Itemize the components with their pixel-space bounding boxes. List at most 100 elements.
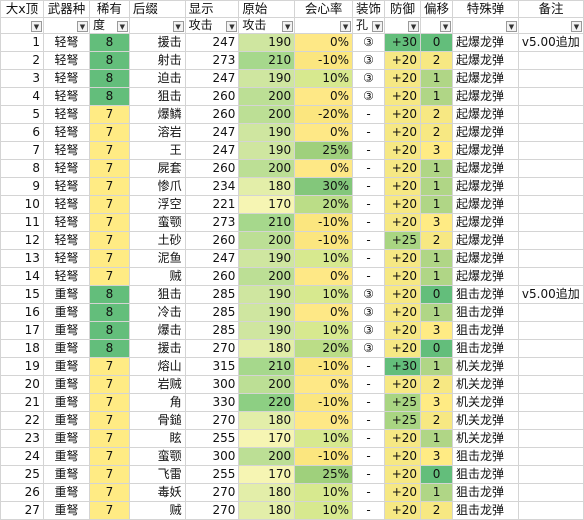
special-ammo-cell[interactable]: 起爆龙弹 [452,267,519,286]
defense-cell[interactable]: +20 [384,141,422,160]
rarity-cell[interactable]: 8 [88,321,130,340]
weapon-type-cell[interactable]: 重弩 [42,357,90,376]
deco-slot-cell[interactable]: ③ [352,69,386,88]
filter-dropdown-icon[interactable]: ▼ [505,21,517,32]
deco-slot-cell[interactable]: - [352,357,386,376]
raw-attack-cell[interactable]: 210 [238,51,296,70]
raw-attack-cell[interactable]: 190 [238,249,296,268]
rarity-cell[interactable]: 8 [88,303,130,322]
raw-attack-cell[interactable]: 200 [238,87,296,106]
suffix-cell[interactable]: 岩贼 [128,375,186,394]
suffix-cell[interactable]: 援击 [128,339,186,358]
display-attack-cell[interactable]: 255 [184,429,240,448]
deviation-cell[interactable]: 3 [420,213,454,232]
special-ammo-cell[interactable]: 狙击龙弹 [452,303,519,322]
affinity-cell[interactable]: -10% [294,357,354,376]
defense-cell[interactable]: +20 [384,465,422,484]
display-attack-cell[interactable]: 247 [184,123,240,142]
weapon-type-cell[interactable]: 轻弩 [42,213,90,232]
deco-slot-cell[interactable]: - [352,393,386,412]
notes-cell[interactable] [517,159,584,178]
index-cell[interactable]: 11 [0,213,44,232]
suffix-cell[interactable]: 援击 [128,33,186,52]
deco-slot-cell[interactable]: - [352,141,386,160]
defense-cell[interactable]: +20 [384,123,422,142]
suffix-cell[interactable]: 屍套 [128,159,186,178]
affinity-cell[interactable]: -10% [294,393,354,412]
index-cell[interactable]: 4 [0,87,44,106]
special-ammo-cell[interactable]: 起爆龙弹 [452,213,519,232]
weapon-type-cell[interactable]: 轻弩 [42,123,90,142]
deviation-cell[interactable]: 1 [420,483,454,502]
special-ammo-cell[interactable]: 狙击龙弹 [452,483,519,502]
deviation-cell[interactable]: 1 [420,159,454,178]
index-cell[interactable]: 23 [0,429,44,448]
rarity-cell[interactable]: 7 [88,429,130,448]
notes-cell[interactable]: v5.00追加 [517,33,584,52]
weapon-type-cell[interactable]: 重弩 [42,465,90,484]
weapon-type-cell[interactable]: 重弩 [42,501,90,520]
index-cell[interactable]: 18 [0,339,44,358]
defense-cell[interactable]: +25 [384,393,422,412]
filter-dropdown-icon[interactable]: ▼ [76,21,88,32]
deco-slot-cell[interactable]: - [352,267,386,286]
suffix-cell[interactable]: 射击 [128,51,186,70]
filter-dropdown-icon[interactable]: ▼ [408,21,420,32]
defense-cell[interactable]: +20 [384,303,422,322]
notes-cell[interactable] [517,249,584,268]
affinity-cell[interactable]: 0% [294,267,354,286]
index-cell[interactable]: 2 [0,51,44,70]
affinity-cell[interactable]: 0% [294,33,354,52]
suffix-cell[interactable]: 蛮颚 [128,447,186,466]
defense-cell[interactable]: +20 [384,249,422,268]
deviation-cell[interactable]: 2 [420,123,454,142]
weapon-type-cell[interactable]: 轻弩 [42,105,90,124]
defense-cell[interactable]: +30 [384,33,422,52]
suffix-cell[interactable]: 贼 [128,501,186,520]
index-cell[interactable]: 17 [0,321,44,340]
notes-cell[interactable] [517,357,584,376]
display-attack-cell[interactable]: 285 [184,303,240,322]
suffix-cell[interactable]: 泥鱼 [128,249,186,268]
defense-cell[interactable]: +20 [384,447,422,466]
special-ammo-cell[interactable]: 起爆龙弹 [452,123,519,142]
rarity-cell[interactable]: 7 [88,213,130,232]
deco-slot-cell[interactable]: - [352,465,386,484]
deco-slot-cell[interactable]: - [352,411,386,430]
notes-cell[interactable] [517,465,584,484]
deviation-cell[interactable]: 3 [420,321,454,340]
deco-slot-cell[interactable]: - [352,375,386,394]
raw-attack-cell[interactable]: 200 [238,105,296,124]
raw-attack-cell[interactable]: 190 [238,285,296,304]
rarity-cell[interactable]: 8 [88,285,130,304]
special-ammo-cell[interactable]: 狙击龙弹 [452,501,519,520]
defense-cell[interactable]: +25 [384,411,422,430]
index-cell[interactable]: 22 [0,411,44,430]
deviation-cell[interactable]: 1 [420,177,454,196]
suffix-cell[interactable]: 毒妖 [128,483,186,502]
affinity-cell[interactable]: 0% [294,87,354,106]
affinity-cell[interactable]: 20% [294,195,354,214]
suffix-cell[interactable]: 土砂 [128,231,186,250]
index-cell[interactable]: 19 [0,357,44,376]
deviation-cell[interactable]: 1 [420,429,454,448]
index-cell[interactable]: 8 [0,159,44,178]
notes-cell[interactable] [517,69,584,88]
deco-slot-cell[interactable]: ③ [352,339,386,358]
display-attack-cell[interactable]: 285 [184,285,240,304]
deco-slot-cell[interactable]: - [352,249,386,268]
special-ammo-cell[interactable]: 起爆龙弹 [452,159,519,178]
special-ammo-cell[interactable]: 起爆龙弹 [452,231,519,250]
display-attack-cell[interactable]: 255 [184,465,240,484]
special-ammo-cell[interactable]: 机关龙弹 [452,357,519,376]
index-cell[interactable]: 5 [0,105,44,124]
display-attack-cell[interactable]: 260 [184,267,240,286]
display-attack-cell[interactable]: 260 [184,159,240,178]
filter-dropdown-icon[interactable]: ▼ [116,21,128,32]
suffix-cell[interactable]: 爆鳞 [128,105,186,124]
notes-cell[interactable] [517,105,584,124]
affinity-cell[interactable]: 10% [294,429,354,448]
deviation-cell[interactable]: 1 [420,303,454,322]
suffix-cell[interactable]: 爆击 [128,321,186,340]
weapon-type-cell[interactable]: 轻弩 [42,33,90,52]
